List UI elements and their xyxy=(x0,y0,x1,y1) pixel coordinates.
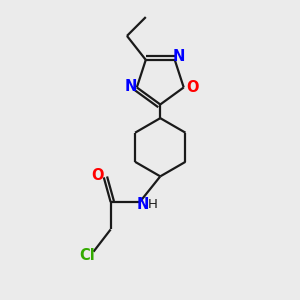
Text: N: N xyxy=(124,79,137,94)
Text: Cl: Cl xyxy=(79,248,94,262)
Text: N: N xyxy=(173,49,185,64)
Text: O: O xyxy=(186,80,199,95)
Text: H: H xyxy=(148,198,158,211)
Text: N: N xyxy=(136,197,149,212)
Text: O: O xyxy=(92,168,104,183)
